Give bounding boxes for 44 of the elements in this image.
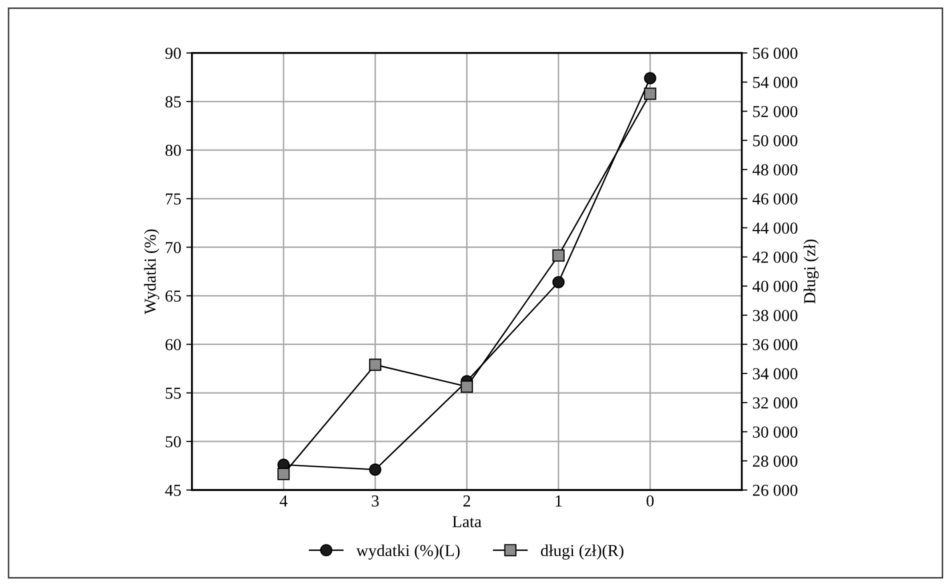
- y-tick-label: 80: [165, 144, 181, 156]
- y2-tick-label: 56 000: [753, 48, 798, 59]
- y-tick-label: 75: [166, 194, 181, 205]
- x-tick-label: 1: [556, 495, 562, 506]
- y-tick-label: 85: [165, 96, 181, 108]
- x-tick-label: 0: [646, 495, 654, 507]
- y2-tick-label: 52 000: [753, 106, 798, 118]
- point: [644, 88, 656, 100]
- x-axis-title: Lata: [452, 516, 482, 528]
- y2-tick-label: 34 000: [752, 368, 798, 380]
- legend-label: długi (zł)(R): [540, 544, 624, 560]
- y2-tick-label: 42 000: [752, 252, 798, 263]
- y2-tick-label: 38 000: [752, 310, 798, 322]
- point: [552, 249, 565, 262]
- legend-label: wydatki (%)(L): [356, 544, 460, 560]
- y-tick-label: 90: [165, 48, 181, 59]
- y-tick-label: 70: [166, 242, 181, 254]
- x-tick-label: 4: [280, 495, 288, 506]
- point: [460, 380, 473, 393]
- y2-tick-label: 36 000: [752, 339, 798, 350]
- point: [369, 358, 382, 371]
- y-tick-label: 65: [166, 290, 181, 302]
- point: [369, 464, 382, 476]
- y2-tick-label: 44 000: [752, 222, 798, 234]
- y2-axis-title: Długi (zł): [804, 240, 819, 304]
- y2-tick-label: 28 000: [752, 456, 798, 467]
- y-tick-label: 45: [165, 484, 181, 496]
- y2-tick-label: 30 000: [752, 426, 798, 438]
- y-tick-label: 60: [166, 339, 181, 350]
- y2-tick-label: 50 000: [753, 135, 798, 146]
- x-tick-label: 2: [463, 495, 470, 506]
- y-tick-label: 50: [166, 436, 181, 448]
- point: [644, 72, 656, 84]
- y2-tick-label: 48 000: [752, 164, 798, 176]
- y2-tick-label: 26 000: [752, 484, 798, 496]
- point: [552, 276, 565, 288]
- y2-tick-label: 32 000: [752, 397, 798, 409]
- y2-tick-label: 54 000: [753, 76, 798, 88]
- y2-tick-label: 46 000: [752, 193, 798, 205]
- y-tick-label: 55: [166, 388, 181, 399]
- y2-tick-label: 40 000: [752, 280, 798, 292]
- point: [277, 468, 290, 480]
- x-tick-label: 3: [372, 495, 379, 507]
- y-axis-title: Wydatki (%): [144, 229, 160, 314]
